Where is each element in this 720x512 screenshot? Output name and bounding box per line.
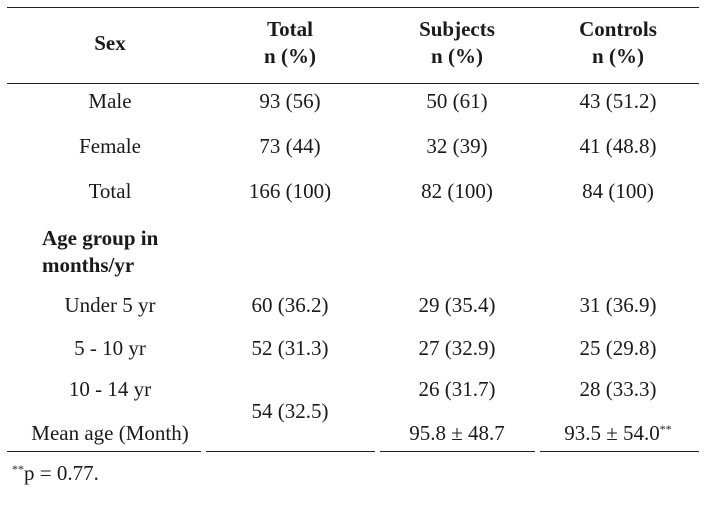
significance-marker: ** [659,422,672,436]
table-footnote: **p = 0.77. [12,460,99,487]
bottom-rule-col2 [206,451,375,452]
cell-mean-age-subjects: 95.8 ± 48.7 [409,421,505,445]
cell-5-10-controls: 25 (29.8) [579,336,657,360]
cell-5-10-subjects: 27 (32.9) [418,336,496,360]
row-label-total: Total [88,179,132,203]
cell-female-total: 73 (44) [259,134,321,158]
row-label-female: Female [79,134,141,158]
row-label-male: Male [88,89,132,113]
row-label-under-5: Under 5 yr [64,293,156,317]
mean-age-controls-value: 93.5 ± 54.0 [564,421,660,445]
row-label-5-10: 5 - 10 yr [74,336,146,360]
cell-under-5-controls: 31 (36.9) [579,293,657,317]
cell-female-controls: 41 (48.8) [579,134,657,158]
row-label-10-14: 10 - 14 yr [68,377,152,401]
header-subjects: Subjects n (%) [419,17,495,68]
cell-10-14-total: 54 (32.5) [251,399,329,423]
cell-total-controls: 84 (100) [582,179,654,203]
footnote-marker: ** [12,462,24,476]
header-sex: Sex [94,31,126,55]
cell-under-5-subjects: 29 (35.4) [418,293,496,317]
row-label-mean-age: Mean age (Month) [31,421,189,445]
cell-under-5-total: 60 (36.2) [251,293,329,317]
footnote-text: p = 0.77. [24,461,99,485]
cell-total-total: 166 (100) [248,179,332,203]
cell-male-controls: 43 (51.2) [579,89,657,113]
bottom-rule-col3 [380,451,535,452]
cell-female-subjects: 32 (39) [426,134,488,158]
cell-male-subjects: 50 (61) [426,89,488,113]
section-header-age-group: Age group in months/yr [42,226,159,277]
cell-mean-age-controls: 93.5 ± 54.0** [564,420,672,447]
cell-10-14-subjects: 26 (31.7) [418,377,496,401]
bottom-rule-col4 [540,451,699,452]
header-bottom-rule [7,83,699,84]
bottom-rule-col1 [7,451,201,452]
cell-5-10-total: 52 (31.3) [251,336,329,360]
header-total: Total n (%) [264,17,316,68]
cell-10-14-controls: 28 (33.3) [579,377,657,401]
cell-total-subjects: 82 (100) [421,179,493,203]
cell-male-total: 93 (56) [259,89,321,113]
header-controls: Controls n (%) [579,17,657,68]
top-rule [7,7,699,8]
